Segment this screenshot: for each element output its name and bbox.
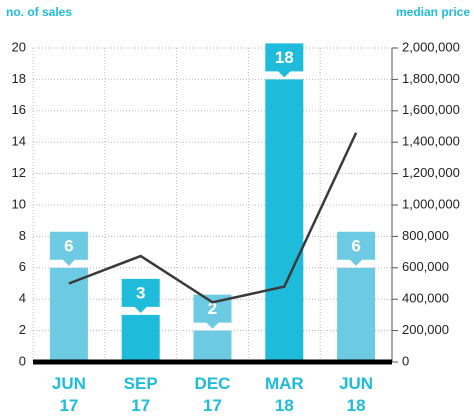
- bar: [265, 79, 304, 363]
- y2-tick-label: 2,000,000: [402, 39, 460, 54]
- value-label-box: [193, 294, 232, 329]
- x-tick-label-line: 18: [347, 396, 366, 415]
- value-label-box: [49, 231, 88, 266]
- x-tick-label-line: JUN: [339, 374, 373, 393]
- y2-tick-label: 800,000: [402, 228, 449, 243]
- y-tick-label: 14: [12, 134, 26, 149]
- x-tick-label-line: 17: [131, 396, 150, 415]
- value-label: 6: [351, 236, 360, 255]
- y-tick-label: 10: [12, 196, 26, 211]
- value-label-box: [121, 278, 160, 313]
- value-label-box: [337, 231, 376, 266]
- x-tick-label-line: MAR: [265, 374, 304, 393]
- bar: [49, 267, 88, 362]
- x-tick-label-line: 17: [203, 396, 222, 415]
- y2-tick-label: 1,600,000: [402, 102, 460, 117]
- y2-tick-label: 200,000: [402, 322, 449, 337]
- value-label-box: [265, 43, 304, 78]
- x-tick-label-line: 17: [59, 396, 78, 415]
- y2-tick-label: 1,200,000: [402, 165, 460, 180]
- bar: [337, 267, 376, 362]
- x-tick-label-line: SEP: [124, 374, 158, 393]
- x-tick-label: JUN 18: [339, 374, 373, 415]
- value-label: 18: [275, 48, 294, 67]
- y-tick-label: 2: [19, 322, 26, 337]
- bar: [193, 330, 232, 362]
- y-tick-label: 6: [19, 259, 26, 274]
- y2-tick-label: 0: [402, 353, 409, 368]
- y-tick-label: 16: [12, 102, 26, 117]
- y-tick-label: 0: [19, 353, 26, 368]
- x-tick-label: JUN 17: [52, 374, 86, 415]
- x-tick-label: SEP 17: [124, 374, 158, 415]
- value-label: 6: [64, 236, 73, 255]
- y-axis-label: no. of sales: [6, 5, 72, 19]
- y2-axis-label: median price: [396, 5, 470, 19]
- value-label: 2: [208, 299, 217, 318]
- x-tick-label: MAR 18: [265, 374, 304, 415]
- value-label: 3: [136, 283, 145, 302]
- line: [68, 132, 358, 304]
- y2-tick-label: 1,800,000: [402, 71, 460, 86]
- y-tick-label: 4: [19, 291, 26, 306]
- bar: [121, 314, 160, 362]
- y-tick-label: 20: [12, 39, 26, 54]
- y2-tick-label: 600,000: [402, 259, 449, 274]
- x-tick-label-line: DEC: [195, 374, 231, 393]
- x-tick-label-line: JUN: [52, 374, 86, 393]
- y-tick-label: 12: [12, 165, 26, 180]
- y-tick-label: 8: [19, 228, 26, 243]
- x-tick-label: DEC 17: [195, 374, 231, 415]
- y-tick-label: 18: [12, 71, 26, 86]
- x-tick-label-line: 18: [275, 396, 294, 415]
- y2-tick-label: 1,000,000: [402, 196, 460, 211]
- y2-tick-label: 400,000: [402, 291, 449, 306]
- y2-tick-label: 1,400,000: [402, 134, 460, 149]
